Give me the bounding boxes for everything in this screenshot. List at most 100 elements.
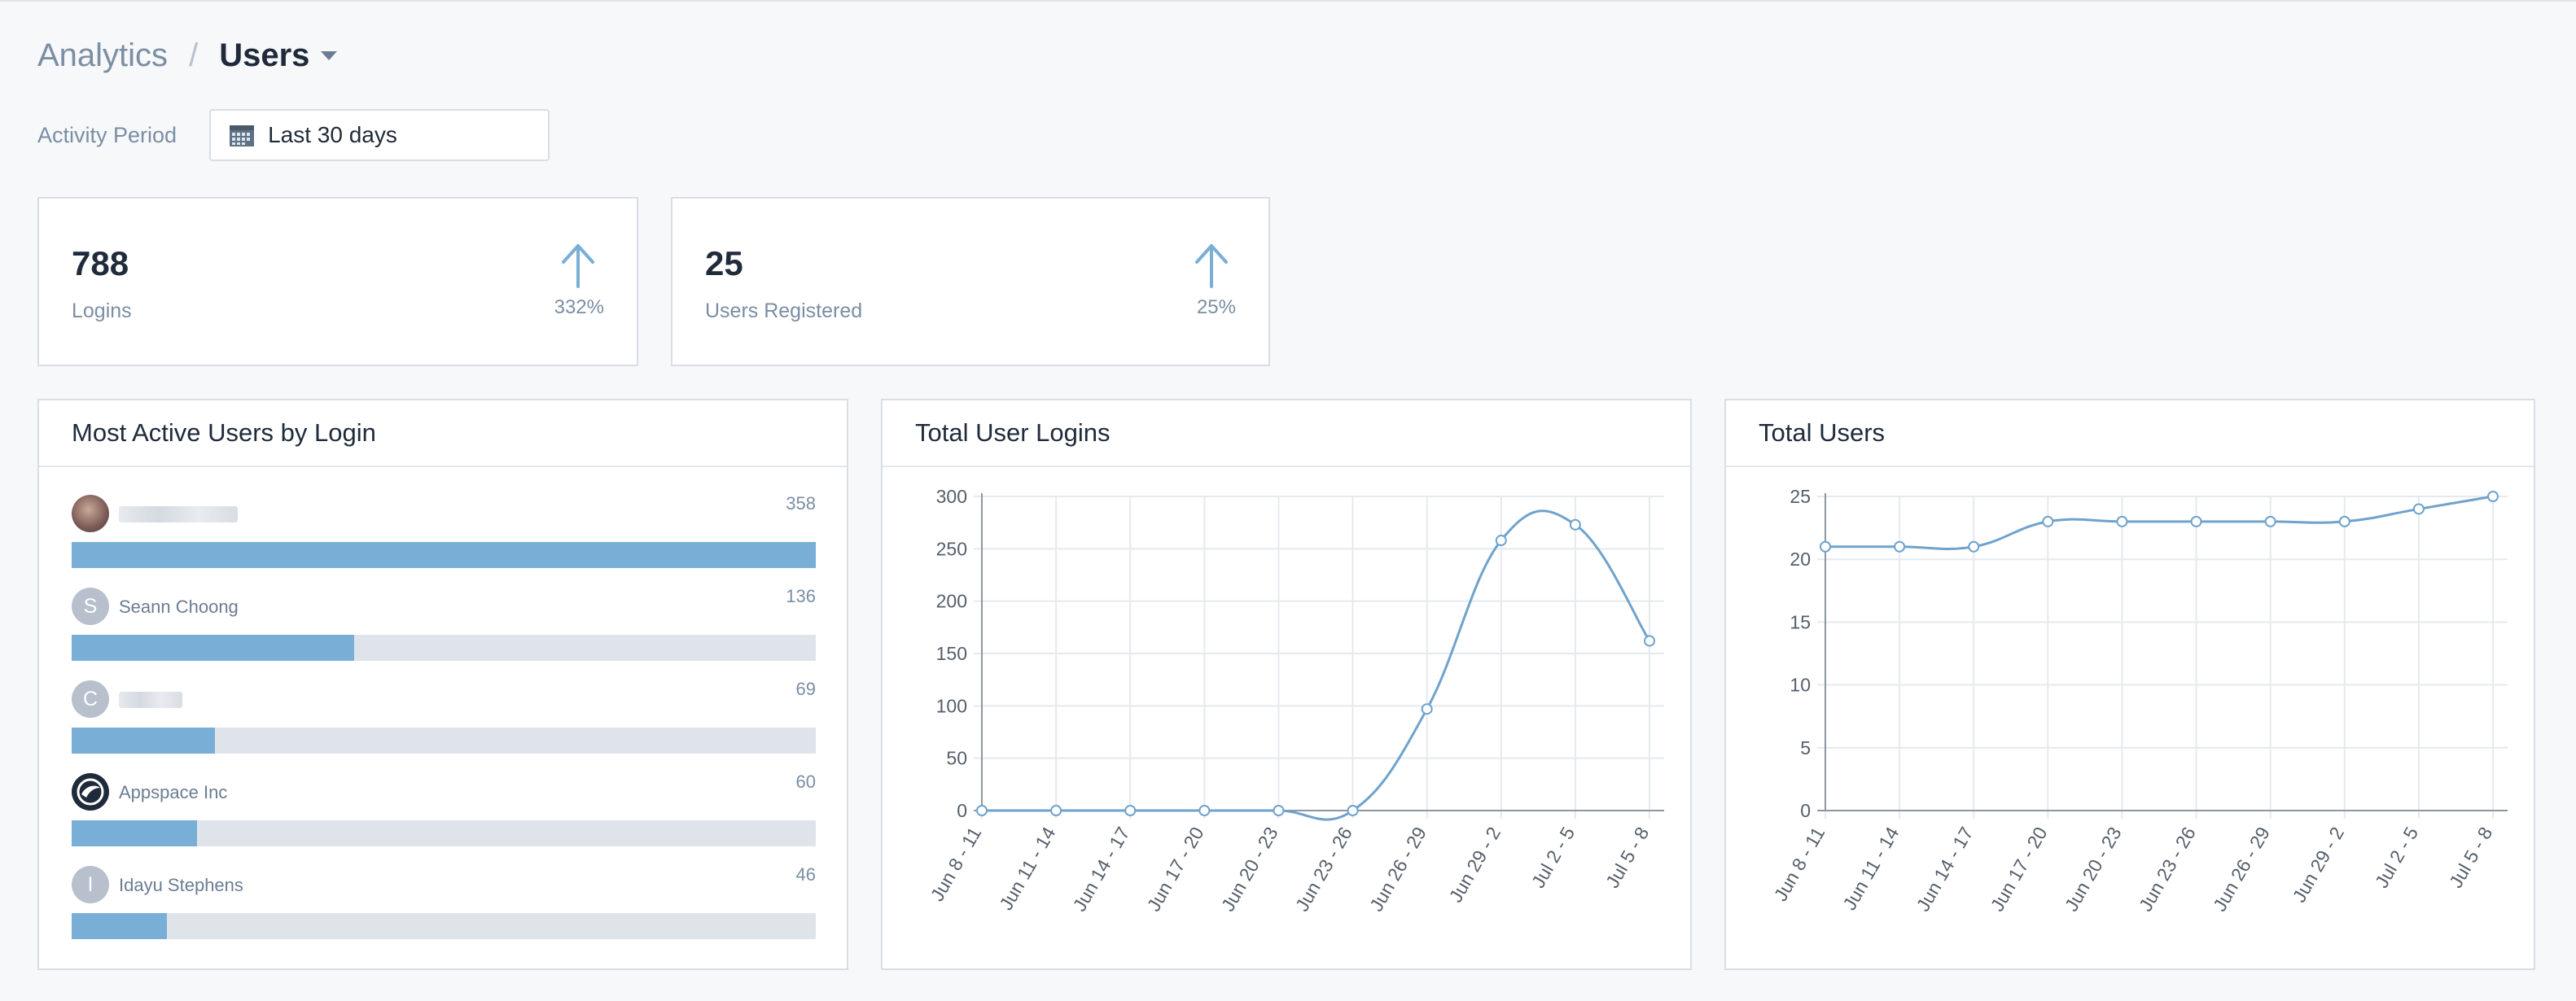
y-tick-label: 300 bbox=[936, 486, 967, 507]
x-tick-label: Jun 11 - 14 bbox=[1838, 823, 1903, 913]
data-point[interactable] bbox=[1124, 805, 1137, 816]
activity-period-label: Activity Period bbox=[37, 122, 177, 147]
progress-track bbox=[72, 728, 816, 754]
progress-fill bbox=[72, 542, 816, 568]
stat-registered-label: Users Registered bbox=[705, 299, 863, 322]
x-tick-label: Jun 17 - 20 bbox=[1987, 824, 2052, 916]
data-point[interactable] bbox=[2412, 503, 2425, 515]
y-tick-label: 150 bbox=[936, 643, 967, 664]
y-tick-label: 5 bbox=[1800, 737, 1811, 758]
avatar: C bbox=[72, 680, 109, 718]
y-tick-label: 15 bbox=[1790, 611, 1811, 632]
stat-logins-label: Logins bbox=[72, 299, 132, 322]
x-tick-label: Jul 2 - 5 bbox=[2371, 824, 2422, 892]
progress-track bbox=[72, 913, 816, 939]
redacted-name bbox=[119, 692, 182, 708]
avatar: S bbox=[72, 588, 109, 625]
y-tick-label: 250 bbox=[936, 538, 967, 559]
data-point[interactable] bbox=[2116, 515, 2128, 527]
data-point[interactable] bbox=[2487, 491, 2499, 502]
login-count: 60 bbox=[795, 772, 816, 792]
progress-fill bbox=[72, 635, 355, 661]
x-tick-label: Jun 23 - 26 bbox=[2135, 824, 2200, 916]
data-point[interactable] bbox=[1569, 518, 1581, 531]
x-tick-label: Jun 23 - 26 bbox=[1291, 824, 1356, 916]
stat-registered-value: 25 bbox=[705, 244, 743, 282]
progress-fill bbox=[72, 728, 216, 754]
series-line bbox=[981, 509, 1651, 821]
x-tick-label: Jun 14 - 17 bbox=[1068, 824, 1133, 916]
stat-card-logins: 788 Logins 332% bbox=[37, 197, 638, 366]
login-count: 136 bbox=[786, 586, 816, 606]
user-name: Seann Choong bbox=[119, 597, 239, 617]
stat-registered-change: 25% bbox=[1196, 296, 1236, 318]
user-name: Appspace Inc bbox=[119, 782, 228, 802]
x-tick-label: Jun 11 - 14 bbox=[995, 823, 1059, 913]
data-point[interactable] bbox=[2042, 515, 2054, 527]
x-tick-label: Jun 26 - 29 bbox=[1365, 824, 1430, 916]
most-active-users-panel: Most Active Users by Login 358 S Seann C… bbox=[37, 399, 848, 970]
data-point[interactable] bbox=[1644, 635, 1655, 647]
login-count: 46 bbox=[795, 864, 816, 885]
data-point[interactable] bbox=[2338, 515, 2350, 527]
arrow-up-icon bbox=[1195, 244, 1228, 288]
y-tick-label: 0 bbox=[1800, 800, 1811, 821]
x-tick-label: Jul 5 - 8 bbox=[1601, 824, 1653, 892]
progress-fill bbox=[72, 820, 197, 846]
progress-track bbox=[72, 635, 816, 661]
data-point[interactable] bbox=[1894, 540, 1906, 553]
x-tick-label: Jun 8 - 11 bbox=[927, 824, 986, 905]
login-count: 69 bbox=[795, 679, 816, 699]
x-tick-label: Jun 29 - 2 bbox=[1444, 824, 1505, 907]
breadcrumb-users-dropdown[interactable]: Users bbox=[219, 37, 310, 73]
y-tick-label: 100 bbox=[936, 695, 967, 716]
user-name: Idayu Stephens bbox=[119, 875, 243, 895]
data-point[interactable] bbox=[1968, 540, 1980, 553]
total-user-logins-panel: Total User Logins 0 50 100 150 200 250 300 Jun … bbox=[881, 399, 1692, 970]
progress-track bbox=[72, 542, 816, 568]
x-tick-label: Jul 5 - 8 bbox=[2445, 824, 2496, 892]
y-tick-label: 0 bbox=[957, 800, 967, 821]
series-line bbox=[1825, 495, 2494, 550]
progress-track bbox=[72, 820, 816, 846]
chart-title: Total Users bbox=[1726, 400, 2534, 467]
avatar bbox=[72, 495, 109, 532]
y-tick-label: 10 bbox=[1790, 675, 1811, 696]
data-point[interactable] bbox=[976, 805, 988, 816]
activity-period-select[interactable]: Last 30 days bbox=[209, 109, 550, 161]
x-tick-label: Jul 2 - 5 bbox=[1527, 824, 1579, 892]
data-point[interactable] bbox=[1347, 805, 1359, 816]
data-point[interactable] bbox=[1050, 805, 1062, 816]
data-point[interactable] bbox=[1820, 540, 1831, 553]
appspace-logo-icon bbox=[72, 773, 109, 811]
x-tick-label: Jun 17 - 20 bbox=[1143, 824, 1208, 916]
y-tick-label: 25 bbox=[1790, 486, 1811, 507]
x-tick-label: Jun 20 - 23 bbox=[1217, 824, 1282, 916]
chevron-down-icon[interactable] bbox=[321, 51, 338, 60]
data-point[interactable] bbox=[1198, 805, 1211, 816]
activity-period-value: Last 30 days bbox=[268, 122, 397, 147]
data-point[interactable] bbox=[1273, 805, 1285, 816]
data-point[interactable] bbox=[2190, 515, 2202, 527]
total-users-chart: 0 5 10 15 20 25 Jun 8 - 11 Jun 11 - 14 Jun 14 - … bbox=[1770, 486, 2508, 916]
y-tick-label: 20 bbox=[1790, 549, 1811, 570]
panel-title: Most Active Users by Login bbox=[39, 400, 847, 467]
stat-logins-value: 788 bbox=[72, 244, 129, 282]
login-count: 358 bbox=[786, 493, 816, 514]
avatar: I bbox=[72, 866, 109, 903]
stat-card-users-registered: 25 Users Registered 25% bbox=[671, 197, 1270, 366]
breadcrumb: Analytics / Users bbox=[37, 37, 338, 74]
redacted-name bbox=[119, 506, 238, 522]
stat-logins-change: 332% bbox=[554, 296, 604, 318]
activity-period: Activity Period Last 30 days bbox=[37, 109, 550, 161]
data-point[interactable] bbox=[1495, 535, 1507, 547]
breadcrumb-analytics-link[interactable]: Analytics bbox=[37, 37, 169, 73]
data-point[interactable] bbox=[2264, 515, 2276, 527]
chart-title: Total User Logins bbox=[883, 400, 1690, 467]
y-tick-label: 50 bbox=[946, 748, 967, 769]
x-tick-label: Jun 29 - 2 bbox=[2288, 824, 2348, 907]
data-point[interactable] bbox=[1421, 703, 1433, 715]
total-users-panel: Total Users 0 5 10 15 20 25 Jun 8 - 11 Jun 11 -… bbox=[1724, 399, 2535, 970]
y-tick-label: 200 bbox=[936, 591, 967, 612]
